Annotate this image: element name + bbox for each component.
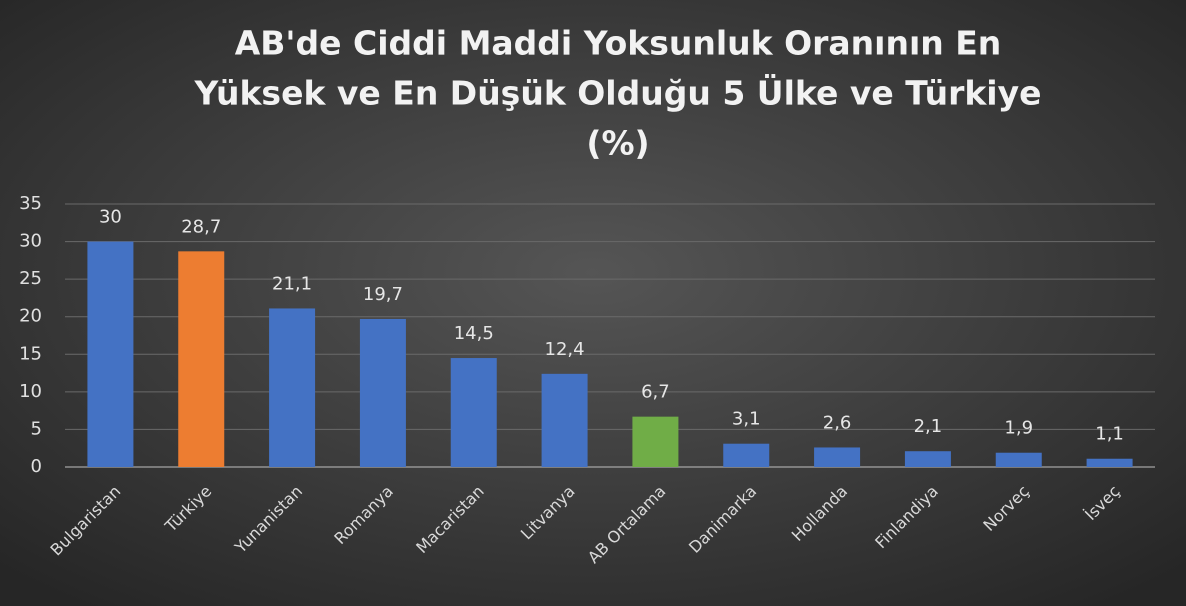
y-tick-label: 20	[19, 306, 42, 327]
y-tick-label: 5	[31, 418, 42, 439]
value-label: 30	[99, 207, 122, 228]
value-label: 2,6	[823, 412, 852, 433]
value-label: 28,7	[181, 216, 221, 237]
bar	[904, 451, 951, 467]
bar	[87, 241, 134, 467]
chart-title: (%)	[586, 124, 649, 163]
y-tick-label: 0	[31, 456, 42, 477]
y-tick-label: 15	[19, 343, 42, 364]
value-label: 21,1	[272, 273, 312, 294]
value-label: 6,7	[641, 382, 670, 403]
y-tick-label: 30	[19, 231, 42, 252]
value-label: 1,9	[1004, 418, 1033, 439]
bar	[178, 251, 225, 467]
value-label: 3,1	[732, 409, 761, 430]
value-label: 14,5	[454, 323, 494, 344]
value-label: 19,7	[363, 284, 403, 305]
bar	[632, 416, 679, 467]
y-tick-label: 35	[19, 193, 42, 214]
bar	[450, 358, 497, 467]
chart-title: Yüksek ve En Düşük Olduğu 5 Ülke ve Türk…	[194, 73, 1042, 113]
bar	[359, 318, 406, 467]
bar	[1086, 458, 1133, 467]
bar	[995, 452, 1042, 467]
bar	[723, 443, 770, 467]
value-label: 2,1	[914, 416, 943, 437]
y-tick-label: 25	[19, 268, 42, 289]
bar	[269, 308, 316, 467]
bar	[814, 447, 861, 467]
value-label: 1,1	[1095, 424, 1124, 445]
chart-title: AB'de Ciddi Maddi Yoksunluk Oranının En	[235, 24, 1002, 63]
bar	[541, 373, 588, 467]
y-tick-label: 10	[19, 381, 42, 402]
value-label: 12,4	[545, 339, 585, 360]
